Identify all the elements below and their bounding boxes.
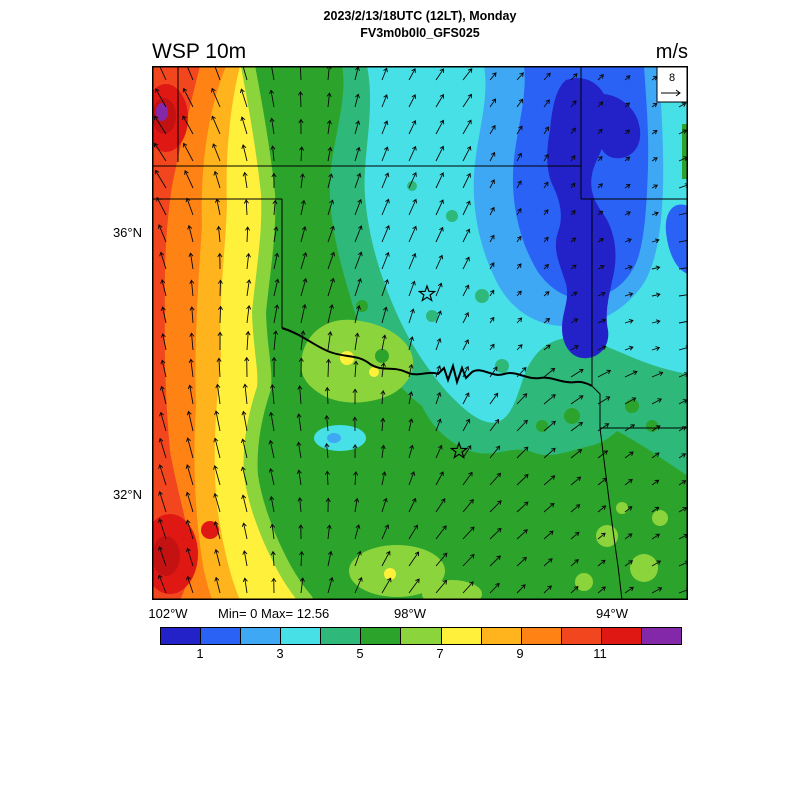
x-axis-tick-102w: 102°W — [148, 606, 188, 621]
colorbar-tick-label: 11 — [593, 646, 607, 661]
wind-speed-map: 8 — [152, 66, 688, 600]
map-border-frame — [152, 66, 688, 600]
colorbar — [160, 627, 682, 645]
colorbar-tick-label: 1 — [196, 646, 204, 661]
colorbar-segment — [560, 628, 601, 644]
colorbar-tick-labels: 1 3 5 7 9 11 — [160, 646, 680, 662]
colorbar-tick-label: 3 — [276, 646, 284, 661]
wind-arrows — [154, 66, 688, 594]
reference-arrow-value: 8 — [669, 72, 675, 84]
plot-title-datetime: 2023/2/13/18UTC (12LT), Monday — [323, 9, 517, 23]
colorbar-segment — [240, 628, 281, 644]
variable-units-row: WSP 10m m/s — [152, 40, 688, 64]
reference-arrow-box: 8 — [656, 66, 688, 103]
colorbar-tick-label: 9 — [516, 646, 524, 661]
colorbar-segment — [520, 628, 561, 644]
colorbar-segment — [320, 628, 361, 644]
station-star-markers — [417, 284, 469, 459]
contour-fill-layers — [152, 66, 688, 600]
colorbar-tick-label: 5 — [356, 646, 364, 661]
star-marker — [417, 284, 437, 302]
variable-label: WSP 10m — [152, 40, 247, 63]
colorbar-segment — [440, 628, 481, 644]
units-label: m/s — [655, 41, 688, 63]
colorbar-segment — [280, 628, 321, 644]
colorbar-segment — [360, 628, 401, 644]
colorbar-segment — [480, 628, 521, 644]
minmax-stats-label: Min= 0 Max= 12.56 — [218, 606, 330, 621]
colorbar-segment — [400, 628, 441, 644]
y-axis-tick-36n: 36°N — [112, 225, 142, 240]
colorbar-segment — [600, 628, 641, 644]
plot-title-model: FV3m0b0l0_GFS025 — [360, 26, 480, 40]
x-axis-tick-94w: 94°W — [596, 606, 628, 621]
colorbar-segment — [640, 628, 682, 644]
colorbar-tick-label: 7 — [436, 646, 444, 661]
y-axis-tick-32n: 32°N — [112, 487, 142, 502]
map-canvas: 8 — [152, 66, 688, 600]
star-marker — [449, 441, 469, 459]
colorbar-segment — [161, 628, 201, 644]
x-axis-tick-98w: 98°W — [394, 606, 426, 621]
colorbar-segment — [200, 628, 241, 644]
reference-arrow-icon — [661, 89, 681, 97]
